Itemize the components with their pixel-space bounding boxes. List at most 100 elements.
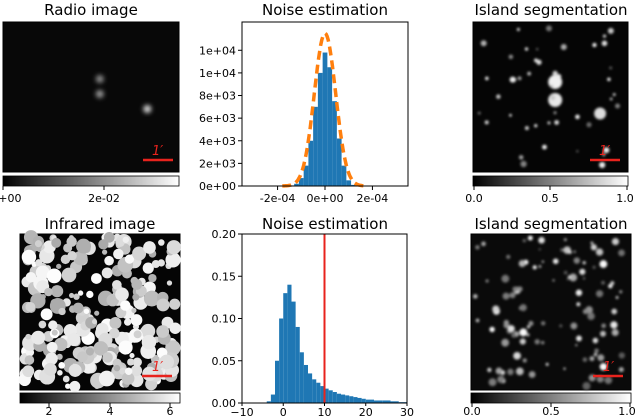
infrared-source bbox=[141, 334, 157, 350]
island bbox=[559, 324, 563, 328]
infrared-source bbox=[93, 341, 109, 356]
infrared-source bbox=[101, 267, 113, 279]
island bbox=[609, 66, 613, 70]
island bbox=[518, 155, 524, 160]
island bbox=[587, 312, 595, 320]
y-axis: 0.00 0.05 0.10 0.15 0.20 bbox=[212, 228, 242, 410]
segmentation-islands bbox=[473, 235, 625, 390]
island bbox=[612, 93, 616, 96]
infrared-source bbox=[98, 370, 115, 387]
infrared-source bbox=[113, 248, 124, 260]
colorbar-tick-label: 2 bbox=[46, 405, 53, 416]
island bbox=[552, 70, 558, 77]
histogram-bar bbox=[320, 386, 325, 403]
island bbox=[607, 27, 614, 34]
panel-noise-estimation-infrared: Noise estimation 0.00 0.05 0.10 0.15 0.20 −1… bbox=[212, 215, 415, 416]
histogram-bar bbox=[351, 184, 356, 186]
infrared-source bbox=[92, 319, 98, 325]
infrared-source bbox=[21, 249, 37, 265]
island bbox=[485, 76, 489, 81]
histogram-bar bbox=[324, 388, 329, 403]
infrared-source bbox=[124, 254, 135, 264]
infrared-source bbox=[51, 237, 62, 248]
island bbox=[594, 107, 607, 120]
infrared-source bbox=[86, 290, 94, 299]
infrared-source bbox=[169, 298, 181, 310]
island bbox=[560, 248, 564, 252]
histogram-bar bbox=[353, 397, 358, 403]
island bbox=[554, 120, 560, 125]
histogram-bar bbox=[312, 379, 317, 403]
histogram-bar bbox=[357, 397, 362, 403]
x-tick-label: 0 bbox=[280, 406, 287, 416]
radio-source bbox=[143, 105, 152, 113]
panel-infrared-image: Infrared image 1′ 2 4 6 bbox=[18, 215, 181, 416]
y-tick-label: 6e+03 bbox=[199, 112, 236, 125]
island bbox=[527, 235, 533, 241]
infrared-source bbox=[68, 292, 75, 298]
infrared-source bbox=[65, 383, 71, 389]
island bbox=[526, 333, 530, 337]
infrared-source bbox=[25, 333, 32, 340]
infrared-source bbox=[142, 262, 154, 274]
island bbox=[560, 43, 567, 51]
island bbox=[582, 277, 586, 280]
panel-island-segmentation-infrared: Island segmentation 1′ 0.0 0.5 1.0 bbox=[463, 215, 636, 416]
island bbox=[532, 265, 537, 270]
island bbox=[513, 351, 521, 360]
island bbox=[610, 281, 615, 286]
infrared-source bbox=[72, 302, 84, 314]
histogram-bar bbox=[374, 400, 383, 403]
infrared-source bbox=[115, 287, 129, 302]
infrared-source bbox=[118, 340, 133, 355]
island bbox=[573, 250, 576, 254]
island bbox=[576, 302, 581, 307]
histogram-bar bbox=[341, 394, 346, 403]
panel-title: Noise estimation bbox=[262, 215, 388, 233]
infrared-source bbox=[165, 340, 181, 356]
y-tick-label: 0.00 bbox=[212, 397, 237, 410]
island bbox=[563, 238, 567, 242]
island bbox=[579, 268, 586, 275]
island bbox=[618, 352, 625, 359]
colorbar-tick-label: 0e+00 bbox=[0, 192, 21, 205]
infrared-source bbox=[83, 308, 90, 314]
island bbox=[601, 280, 605, 285]
histogram-bar bbox=[299, 352, 304, 403]
radio-source bbox=[95, 75, 104, 83]
infrared-source bbox=[109, 317, 122, 330]
island bbox=[575, 114, 580, 120]
infrared-source bbox=[56, 263, 62, 269]
histogram-bar bbox=[308, 373, 313, 403]
island bbox=[575, 289, 583, 296]
infrared-source bbox=[24, 355, 35, 365]
island bbox=[501, 338, 510, 347]
radio-sources bbox=[95, 75, 152, 113]
island bbox=[550, 84, 554, 88]
histogram-bar bbox=[298, 178, 304, 186]
island bbox=[600, 330, 606, 337]
infrared-source bbox=[151, 259, 160, 269]
infrared-source bbox=[62, 375, 70, 383]
island bbox=[536, 48, 539, 51]
infrared-source bbox=[94, 310, 100, 316]
island bbox=[540, 321, 546, 326]
infrared-source bbox=[158, 239, 165, 246]
infrared-source bbox=[43, 362, 57, 376]
island bbox=[545, 362, 549, 366]
infrared-source bbox=[73, 293, 80, 300]
island bbox=[553, 111, 557, 115]
island bbox=[552, 279, 555, 282]
island bbox=[534, 58, 538, 63]
panel-title: Noise estimation bbox=[262, 1, 388, 19]
histogram-bar bbox=[322, 52, 328, 186]
island bbox=[575, 344, 578, 347]
island bbox=[477, 111, 481, 115]
infrared-source bbox=[109, 327, 120, 339]
infrared-source bbox=[56, 353, 63, 360]
y-tick-label: 0.15 bbox=[212, 270, 237, 283]
x-axis: −10 0 10 20 30 bbox=[230, 403, 414, 416]
island bbox=[511, 332, 517, 338]
island bbox=[534, 124, 538, 128]
x-tick-label: 0e+00 bbox=[307, 192, 344, 205]
